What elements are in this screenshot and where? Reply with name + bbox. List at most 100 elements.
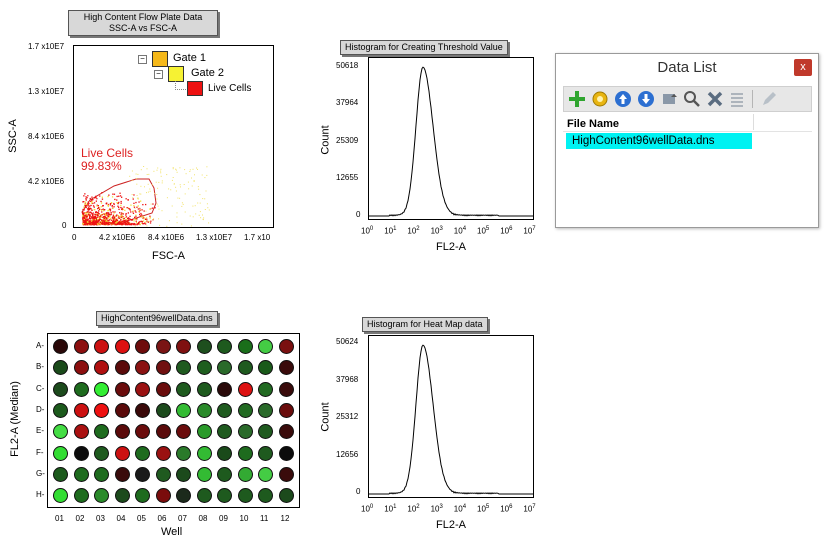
well-A01[interactable] bbox=[53, 339, 68, 354]
search-icon[interactable] bbox=[683, 90, 701, 108]
well-F08[interactable] bbox=[196, 445, 212, 461]
well-G01[interactable] bbox=[53, 466, 68, 482]
well-F02[interactable] bbox=[73, 445, 89, 461]
well-G06[interactable] bbox=[155, 466, 171, 482]
well-G04[interactable] bbox=[114, 466, 130, 482]
heatmap-title-box[interactable]: HighContent96wellData.dns bbox=[96, 311, 218, 326]
well-C11[interactable] bbox=[258, 381, 273, 397]
well-C12[interactable] bbox=[278, 381, 294, 397]
well-A12[interactable] bbox=[278, 339, 294, 354]
well-E12[interactable] bbox=[278, 424, 294, 440]
well-D06[interactable] bbox=[155, 402, 171, 418]
well-G03[interactable] bbox=[94, 466, 109, 482]
well-B12[interactable] bbox=[278, 360, 294, 376]
well-D02[interactable] bbox=[73, 402, 89, 418]
well-C04[interactable] bbox=[114, 381, 130, 397]
well-D11[interactable] bbox=[258, 402, 273, 418]
well-C09[interactable] bbox=[217, 381, 232, 397]
well-C02[interactable] bbox=[73, 381, 89, 397]
add-icon[interactable] bbox=[568, 90, 586, 108]
well-G08[interactable] bbox=[196, 466, 212, 482]
well-E11[interactable] bbox=[258, 424, 273, 440]
well-F11[interactable] bbox=[258, 445, 273, 461]
heatmap-plate-area[interactable] bbox=[47, 333, 300, 508]
well-D07[interactable] bbox=[176, 402, 191, 418]
well-A09[interactable] bbox=[217, 339, 232, 354]
well-D04[interactable] bbox=[114, 402, 130, 418]
well-A11[interactable] bbox=[258, 339, 273, 354]
well-A08[interactable] bbox=[196, 339, 212, 354]
well-A04[interactable] bbox=[114, 339, 130, 354]
well-H04[interactable] bbox=[114, 488, 130, 504]
well-F01[interactable] bbox=[53, 445, 68, 461]
well-H07[interactable] bbox=[176, 488, 191, 504]
well-G12[interactable] bbox=[278, 466, 294, 482]
well-F07[interactable] bbox=[176, 445, 191, 461]
well-H08[interactable] bbox=[196, 488, 212, 504]
well-B07[interactable] bbox=[176, 360, 191, 376]
well-H02[interactable] bbox=[73, 488, 89, 504]
well-D12[interactable] bbox=[278, 402, 294, 418]
hist1-plot-area[interactable] bbox=[368, 57, 534, 220]
well-D01[interactable] bbox=[53, 402, 68, 418]
well-C03[interactable] bbox=[94, 381, 109, 397]
well-F12[interactable] bbox=[278, 445, 294, 461]
list-properties-icon[interactable] bbox=[728, 90, 746, 108]
gate1-label[interactable]: Gate 1 bbox=[173, 52, 207, 64]
well-A07[interactable] bbox=[176, 339, 191, 354]
well-D03[interactable] bbox=[94, 402, 109, 418]
well-E09[interactable] bbox=[217, 424, 232, 440]
well-B11[interactable] bbox=[258, 360, 273, 376]
file-name-column-header[interactable]: File Name bbox=[567, 118, 619, 130]
well-E07[interactable] bbox=[176, 424, 191, 440]
move-up-icon[interactable] bbox=[614, 90, 632, 108]
move-down-icon[interactable] bbox=[637, 90, 655, 108]
gear-icon[interactable] bbox=[591, 90, 609, 108]
well-H05[interactable] bbox=[135, 488, 150, 504]
well-B05[interactable] bbox=[135, 360, 150, 376]
well-C01[interactable] bbox=[53, 381, 68, 397]
well-G11[interactable] bbox=[258, 466, 273, 482]
delete-icon[interactable] bbox=[706, 90, 724, 108]
well-B10[interactable] bbox=[237, 360, 253, 376]
close-button[interactable]: x bbox=[794, 59, 812, 76]
live-cells-tree-label[interactable]: Live Cells bbox=[208, 83, 252, 94]
well-F04[interactable] bbox=[114, 445, 130, 461]
well-C06[interactable] bbox=[155, 381, 171, 397]
well-G07[interactable] bbox=[176, 466, 191, 482]
well-H01[interactable] bbox=[53, 488, 68, 504]
well-E10[interactable] bbox=[237, 424, 253, 440]
well-D10[interactable] bbox=[237, 402, 253, 418]
well-E08[interactable] bbox=[196, 424, 212, 440]
well-B01[interactable] bbox=[53, 360, 68, 376]
well-F05[interactable] bbox=[135, 445, 150, 461]
well-A10[interactable] bbox=[237, 339, 253, 354]
well-E03[interactable] bbox=[94, 424, 109, 440]
hist2-title-box[interactable]: Histogram for Heat Map data bbox=[362, 317, 488, 332]
well-A06[interactable] bbox=[155, 339, 171, 354]
well-H09[interactable] bbox=[217, 488, 232, 504]
gate2-collapse-icon[interactable]: − bbox=[154, 70, 163, 79]
scatter-title-box[interactable]: High Content Flow Plate Data SSC-A vs FS… bbox=[68, 10, 218, 36]
well-H12[interactable] bbox=[278, 488, 294, 504]
well-B09[interactable] bbox=[217, 360, 232, 376]
gate1-collapse-icon[interactable]: − bbox=[138, 55, 147, 64]
well-B08[interactable] bbox=[196, 360, 212, 376]
export-icon[interactable] bbox=[661, 90, 679, 108]
well-B03[interactable] bbox=[94, 360, 109, 376]
well-D05[interactable] bbox=[135, 402, 150, 418]
well-F06[interactable] bbox=[155, 445, 171, 461]
hist2-plot-area[interactable] bbox=[368, 335, 534, 498]
well-A05[interactable] bbox=[135, 339, 150, 354]
well-E04[interactable] bbox=[114, 424, 130, 440]
well-A03[interactable] bbox=[94, 339, 109, 354]
well-E02[interactable] bbox=[73, 424, 89, 440]
well-B02[interactable] bbox=[73, 360, 89, 376]
well-C05[interactable] bbox=[135, 381, 150, 397]
well-G09[interactable] bbox=[217, 466, 232, 482]
well-F03[interactable] bbox=[94, 445, 109, 461]
well-H03[interactable] bbox=[94, 488, 109, 504]
well-H11[interactable] bbox=[258, 488, 273, 504]
well-C07[interactable] bbox=[176, 381, 191, 397]
well-G10[interactable] bbox=[237, 466, 253, 482]
